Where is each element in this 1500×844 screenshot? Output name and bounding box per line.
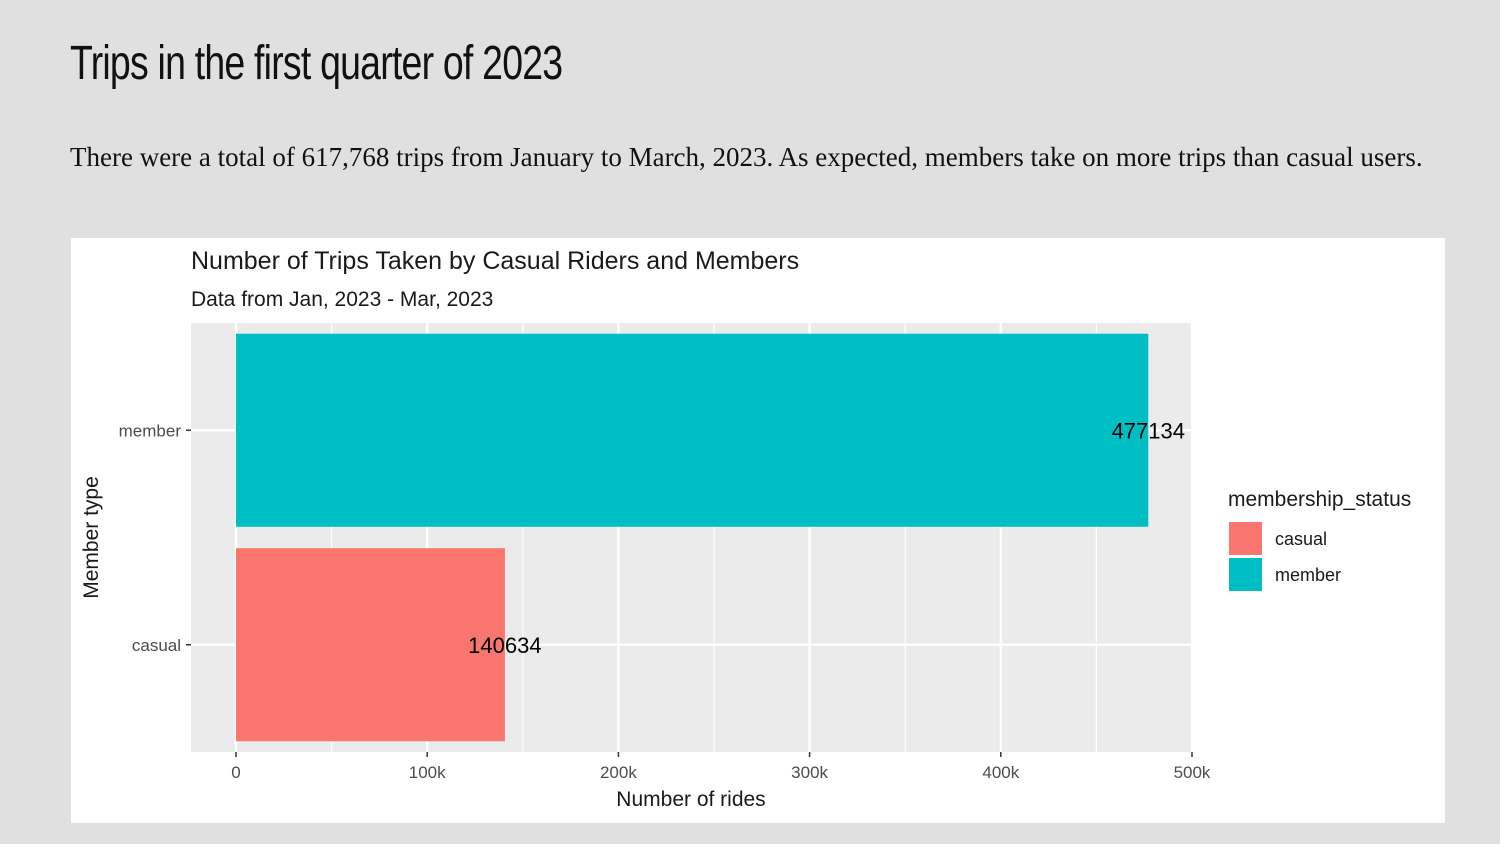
bar-member [236, 333, 1149, 527]
slide-body-text: There were a total of 617,768 trips from… [70, 142, 1423, 172]
chart-panel: Number of Trips Taken by Casual Riders a… [71, 238, 1445, 823]
y-axis-title: Member type [80, 476, 103, 599]
data-label-casual: 140634 [468, 633, 541, 658]
x-tick-label: 500k [1174, 763, 1211, 782]
legend: membership_status casual member [1228, 488, 1411, 591]
x-tick-label: 400k [982, 763, 1019, 782]
legend-key-casual [1229, 522, 1262, 555]
data-label-member: 477134 [1112, 418, 1185, 443]
bars [236, 333, 1149, 742]
x-tick-label: 300k [791, 763, 828, 782]
axes: casual member 0 100k 200k 300k 400k 500k [119, 421, 1211, 782]
slide-title: Trips in the first quarter of 2023 [70, 37, 563, 90]
bar-casual [236, 548, 505, 742]
legend-label-member: member [1275, 565, 1341, 585]
chart-title: Number of Trips Taken by Casual Riders a… [191, 247, 799, 275]
x-axis-title: Number of rides [616, 788, 765, 811]
y-tick-label-member: member [119, 421, 182, 440]
x-tick-label: 200k [600, 763, 637, 782]
y-tick-label-casual: casual [132, 636, 181, 655]
chart-subtitle: Data from Jan, 2023 - Mar, 2023 [191, 288, 493, 311]
legend-title: membership_status [1228, 488, 1411, 511]
x-tick-label: 100k [409, 763, 446, 782]
legend-label-casual: casual [1275, 529, 1327, 549]
trips-bar-chart: Number of Trips Taken by Casual Riders a… [80, 247, 1411, 811]
x-tick-label: 0 [231, 763, 240, 782]
legend-key-member [1229, 558, 1262, 591]
data-labels: 140634 477134 [468, 418, 1185, 658]
